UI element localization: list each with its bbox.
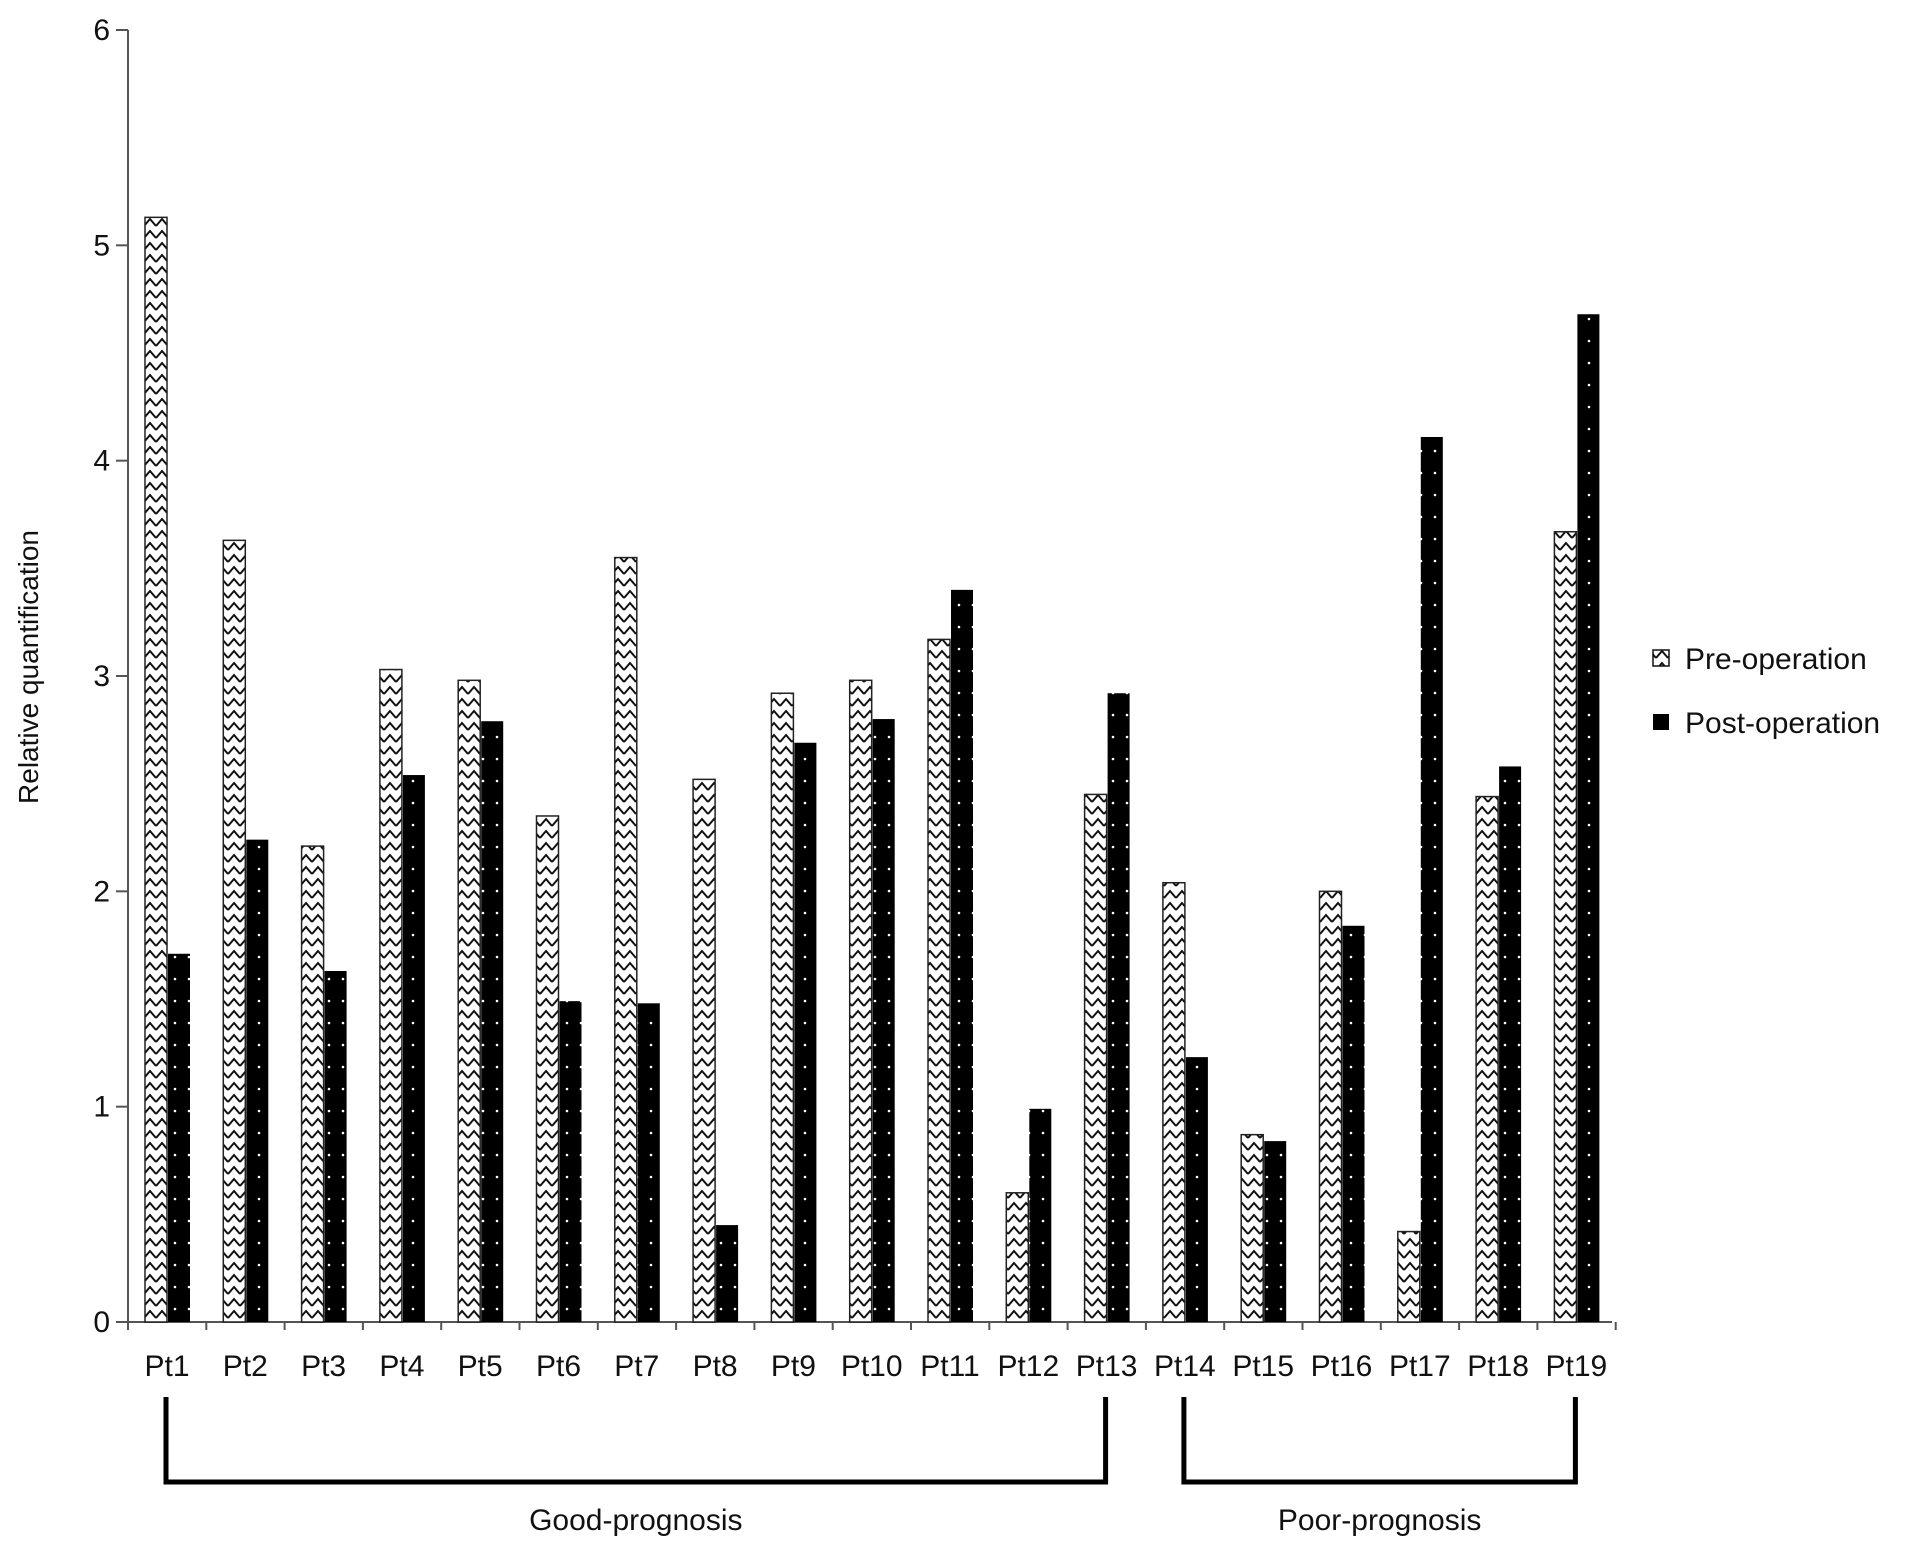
bar-post-operation <box>951 589 973 1322</box>
y-tick-label: 4 <box>93 445 110 478</box>
y-tick-label: 0 <box>93 1306 110 1339</box>
bar-post-operation <box>1107 693 1130 1322</box>
x-tick-label: Pt13 <box>1076 1350 1138 1383</box>
y-tick-label: 3 <box>93 660 110 693</box>
bar-pre-operation <box>1553 530 1578 1323</box>
bar-post-operation <box>324 971 347 1322</box>
x-tick-label: Pt1 <box>144 1350 189 1383</box>
legend: Pre-operation Post-operation <box>1652 643 1880 740</box>
bar-post-operation <box>1420 436 1443 1323</box>
bar-pre-operation <box>770 692 795 1323</box>
bar-pre-operation <box>1240 1133 1264 1323</box>
x-tick-label: Pt15 <box>1232 1350 1294 1383</box>
bar-pre-operation <box>1397 1230 1421 1323</box>
x-tick-label: Pt16 <box>1311 1350 1373 1383</box>
bar-post-operation <box>716 1225 739 1322</box>
bar-post-operation <box>794 742 817 1322</box>
x-tick-label: Pt8 <box>693 1350 738 1383</box>
y-tick-label: 2 <box>93 875 110 908</box>
group-label: Poor-prognosis <box>1278 1504 1481 1537</box>
legend-label-pre-operation: Pre-operation <box>1685 643 1867 676</box>
group-label: Good-prognosis <box>529 1504 742 1537</box>
bar-post-operation <box>1577 314 1600 1322</box>
y-tick-label: 1 <box>93 1091 110 1124</box>
bar-pre-operation <box>1475 795 1499 1323</box>
x-tick-label: Pt6 <box>536 1350 581 1383</box>
y-tick-label: 5 <box>93 229 110 262</box>
bar-post-operation <box>246 839 269 1322</box>
x-tick-label: Pt11 <box>920 1350 980 1383</box>
bar-post-operation <box>481 721 504 1322</box>
bar-pre-operation <box>848 679 873 1323</box>
x-tick-label: Pt5 <box>458 1350 503 1383</box>
bar-pre-operation <box>1083 793 1108 1323</box>
bar-pre-operation <box>1162 881 1186 1323</box>
bar-pre-operation <box>1318 890 1343 1323</box>
bar-post-operation <box>1264 1141 1287 1322</box>
legend-swatch-pre-operation <box>1652 649 1670 667</box>
x-tick-label: Pt14 <box>1154 1350 1216 1383</box>
bar-pre-operation <box>144 216 168 1323</box>
bar-post-operation <box>1185 1057 1208 1322</box>
group-bracket <box>1181 1397 1578 1485</box>
x-tick-label: Pt2 <box>223 1350 268 1383</box>
bar-post-operation <box>872 719 895 1322</box>
bar-pre-operation <box>1005 1192 1030 1323</box>
x-tick-labels: Pt1 Pt2 Pt3 Pt4 Pt5 Pt6 Pt7 Pt8 Pt9 Pt10 Pt11 Pt12 P… <box>144 1350 1607 1383</box>
bar-pre-operation <box>535 815 560 1323</box>
group-bracket <box>163 1397 1109 1485</box>
bar-pre-operation <box>379 668 403 1323</box>
bar-post-operation <box>168 953 190 1322</box>
x-tick-label: Pt7 <box>614 1350 659 1383</box>
bar-post-operation <box>402 775 425 1322</box>
bar-post-operation <box>1029 1108 1052 1322</box>
bar-pre-operation <box>457 679 481 1323</box>
x-tick-label: Pt19 <box>1546 1350 1608 1383</box>
bar-pre-operation <box>222 539 247 1323</box>
bar-post-operation <box>637 1003 660 1322</box>
bars <box>144 216 1600 1323</box>
bar-pre-operation <box>692 778 716 1323</box>
bar-post-operation <box>559 1001 582 1322</box>
x-tick-label: Pt17 <box>1389 1350 1451 1383</box>
x-tick-label: Pt18 <box>1467 1350 1529 1383</box>
group-brackets: Good-prognosis Poor-prognosis <box>163 1397 1578 1537</box>
x-tick-label: Pt10 <box>841 1350 903 1383</box>
legend-swatch-post-operation <box>1653 714 1669 730</box>
bar-pre-operation <box>927 638 951 1323</box>
y-axis-label: Relative quantification <box>13 530 44 804</box>
legend-label-post-operation: Post-operation <box>1685 707 1880 740</box>
bar-post-operation <box>1499 766 1522 1322</box>
y-tick-label: 6 <box>93 14 110 47</box>
bar-post-operation <box>1342 925 1365 1322</box>
x-tick-label: Pt3 <box>301 1350 346 1383</box>
bar-pre-operation <box>614 556 638 1323</box>
x-tick-label: Pt9 <box>771 1350 816 1383</box>
bar-pre-operation <box>300 845 325 1323</box>
y-ticks: 0 1 2 3 4 5 6 <box>93 14 128 1339</box>
x-tick-label: Pt12 <box>997 1350 1059 1383</box>
x-tick-label: Pt4 <box>379 1350 424 1383</box>
